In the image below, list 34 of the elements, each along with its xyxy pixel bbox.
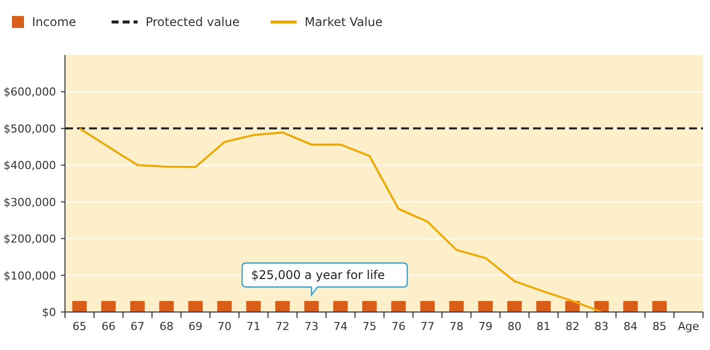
y-tick-label: $600,000: [4, 86, 56, 99]
x-tick-label: 78: [450, 320, 464, 333]
x-tick-label: 82: [566, 320, 580, 333]
y-tick-label: $300,000: [4, 196, 56, 209]
x-tick-label: 81: [536, 320, 550, 333]
legend-label: Protected value: [146, 15, 240, 29]
x-tick-label: 80: [508, 320, 522, 333]
x-tick-label: 75: [362, 320, 376, 333]
legend-label: Market Value: [304, 15, 383, 29]
x-tick-label: 71: [246, 320, 260, 333]
y-tick-label: $500,000: [4, 122, 56, 136]
x-tick-label: 85: [652, 320, 666, 333]
y-tick-label: $0: [42, 306, 56, 319]
x-tick-label: 72: [276, 320, 290, 333]
x-tick-label: 70: [218, 320, 232, 333]
x-tick-label: 84: [624, 320, 638, 333]
x-tick-label: 77: [420, 320, 434, 333]
x-axis-title: Age: [678, 320, 700, 333]
line-series: [78, 127, 602, 313]
y-tick-label: $200,000: [4, 232, 56, 246]
x-tick-label: 67: [130, 320, 144, 333]
x-tick-label: 66: [102, 320, 116, 333]
x-tick-label: 79: [478, 320, 492, 333]
annotation: $25,000 a year for life: [251, 268, 385, 282]
x-tick-label: 74: [334, 320, 348, 333]
x-tick-label: 69: [188, 320, 202, 333]
x-tick-label: 65: [72, 320, 86, 333]
y-tick-label: $100,000: [4, 269, 56, 282]
x-tick-label: 76: [392, 320, 406, 333]
x-tick-label: 68: [160, 320, 174, 333]
x-tick-label: 83: [594, 320, 608, 333]
y-tick-label: $400,000: [4, 159, 56, 172]
legend-label: Income: [32, 15, 76, 29]
x-tick-label: 73: [304, 320, 318, 333]
